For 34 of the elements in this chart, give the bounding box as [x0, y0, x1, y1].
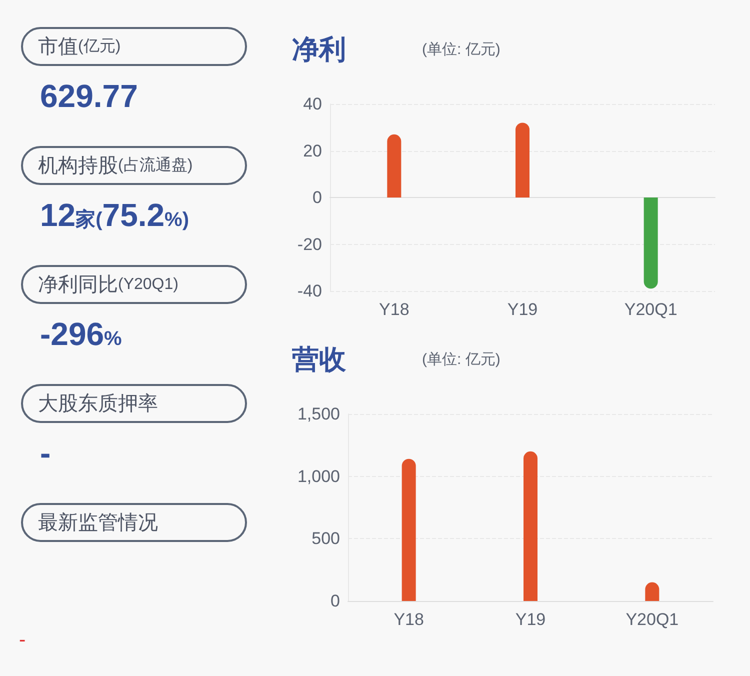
bar	[524, 451, 538, 601]
bar	[402, 458, 416, 601]
rounded-frame: 净利同比(Y20Q1)	[21, 265, 247, 304]
x-tick-label: Y19	[507, 300, 538, 319]
bar	[516, 122, 530, 198]
y-tick-label: -40	[297, 282, 322, 300]
y-tick-label: 0	[330, 592, 340, 610]
y-tick-label: 20	[303, 141, 322, 160]
rounded-frame: 市值(亿元)	[21, 27, 247, 66]
y-tick-label: 500	[312, 529, 340, 548]
y-tick-label: 40	[303, 94, 322, 114]
x-tick-label: Y19	[515, 610, 546, 629]
chart-title: 营收	[291, 344, 347, 374]
x-tick-label: Y18	[394, 610, 424, 629]
y-tick-label: 1,000	[297, 466, 340, 486]
x-tick-label: Y18	[379, 300, 410, 319]
y-tick-label: 1,500	[297, 404, 340, 424]
x-tick-label: Y20Q1	[626, 610, 679, 629]
rounded-frame: 最新监管情况	[21, 503, 247, 542]
rounded-frame: 机构持股(占流通盘)	[21, 146, 247, 185]
text: -	[40, 435, 51, 471]
bar	[387, 134, 402, 198]
text: 12家(75.2%)	[40, 197, 189, 233]
x-tick-label: Y20Q1	[624, 300, 678, 319]
y-tick-label: 0	[312, 188, 322, 207]
y-tick-label: -20	[297, 234, 322, 254]
bar	[644, 198, 658, 289]
chart-subtitle: (单位: 亿元)	[422, 351, 500, 368]
chart-subtitle: (单位: 亿元)	[422, 41, 500, 58]
text: 629.77	[40, 78, 138, 114]
rounded-frame: 大股东质押率	[21, 384, 247, 423]
text: -	[19, 629, 26, 651]
text: -296%	[40, 316, 122, 352]
chart-title: 净利	[292, 34, 346, 64]
